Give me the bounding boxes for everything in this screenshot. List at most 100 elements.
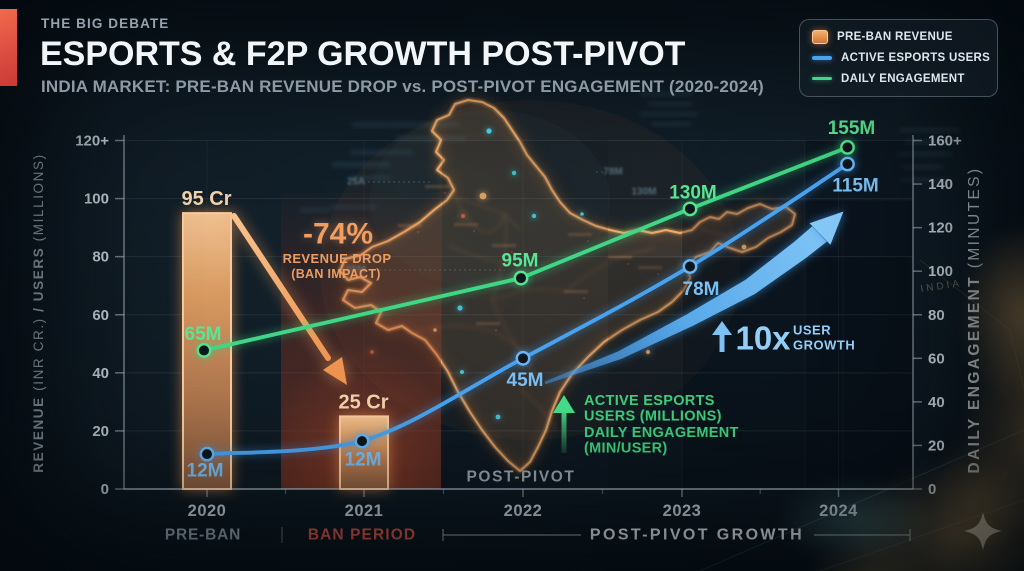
revenue-bar-2021 (339, 415, 389, 491)
big-growth-arrow (544, 226, 827, 385)
map-speck (494, 328, 498, 332)
blue-line-swatch-icon (812, 56, 832, 60)
legend-item-active-esports-users: ACTIVE ESPORTS USERS (812, 49, 990, 67)
map-dot (479, 192, 487, 200)
post-pivot-label: POST-PIVOT (466, 469, 575, 486)
active-esports-users-marker-2021 (354, 433, 370, 449)
map-speck (510, 250, 514, 254)
blurred-text-row (652, 122, 690, 126)
green-up-arrowhead (553, 395, 575, 413)
map-dot (531, 213, 537, 219)
bar-value-label: 25 Cr (338, 391, 388, 413)
point-label: 130M (669, 182, 717, 203)
right-axis-title: DAILY ENGAGEMENT (MINUTES) (966, 167, 983, 474)
map-tiny-label (454, 223, 478, 227)
left-tick-label: 40 (92, 365, 109, 382)
legend-label: PRE-BAN REVENUE (837, 31, 953, 44)
right-tick-label: 140 (928, 176, 953, 193)
active-esports-users-marker-2024 (840, 156, 855, 172)
map-dot (741, 244, 747, 250)
metrics-line2: USERS (MILLIONS) (584, 409, 722, 425)
x-axis-label: 2020 (188, 502, 227, 520)
map-dot (580, 212, 584, 216)
daily-engagement-marker-2020 (196, 343, 212, 358)
blurred-text-row (640, 92, 692, 96)
daily-engagement-marker-2022 (513, 270, 529, 286)
right-tick-label: 0 (928, 481, 936, 498)
x-axis-label: 2022 (504, 502, 543, 520)
axis-title-segment: (MINUTES) (966, 167, 983, 269)
footer-pre-ban: PRE-BAN (165, 527, 241, 544)
india-texture-label: INDIA (920, 278, 963, 295)
map-dot (495, 414, 501, 420)
left-tick-label: 120+ (75, 133, 109, 150)
chart-legend: PRE-BAN REVENUE ACTIVE ESPORTS USERS DAI… (799, 19, 998, 97)
axis-title-segment: DAILY ENGAGEMENT (966, 268, 983, 473)
right-tick-label: 60 (928, 350, 945, 367)
map-speck (472, 229, 476, 233)
revenue-drop-annotation: -74% REVENUE DROP (BAN IMPACT) (231, 213, 392, 385)
blurred-text-row (396, 136, 466, 141)
dark-panels (442, 140, 913, 489)
right-tick-label: 40 (928, 394, 945, 411)
x-axis-label: 2021 (345, 502, 384, 520)
footer-groups: PRE-BAN BAN PERIOD POST-PIVOT GROWTH (165, 527, 911, 544)
legend-item-pre-ban-revenue: PRE-BAN REVENUE (812, 28, 985, 46)
legend-item-daily-engagement: DAILY ENGAGEMENT (812, 70, 985, 88)
page-subtitle: INDIA MARKET: PRE-BAN REVENUE DROP vs. P… (41, 77, 764, 96)
user-growth-annotation: 10x USER GROWTH (544, 211, 855, 385)
page-title: ESPORTS & F2P GROWTH POST-PIVOT (40, 35, 686, 73)
green-line-swatch-icon (812, 76, 832, 81)
point-label: 65M (185, 324, 222, 345)
point-label: 45M (507, 370, 544, 391)
left-tick-label: 60 (92, 307, 109, 324)
axis-title-segment: REVENUE (31, 391, 46, 473)
dark-panel (608, 258, 913, 489)
daily-engagement-marker-2024 (840, 139, 855, 155)
map-dot (460, 370, 464, 374)
legend-label: DAILY ENGAGEMENT (841, 72, 965, 85)
point-label: 12M (345, 450, 382, 471)
left-tick-label: 20 (92, 423, 109, 440)
map-speck (626, 262, 630, 266)
drop-percent: -74% (303, 218, 373, 251)
green-up-arrow-shaft (561, 408, 567, 453)
axis-title-segment: (MILLIONS) (31, 153, 46, 241)
right-tick-label: 80 (928, 307, 945, 324)
right-tick-label: 120 (928, 220, 953, 237)
left-tick-label: 80 (92, 249, 109, 266)
axis-title-segment: / USERS (31, 241, 46, 312)
point-label: 115M (832, 176, 878, 197)
growth-multiplier: 10x (735, 320, 791, 357)
footer-ban-period: BAN PERIOD (308, 527, 416, 544)
x-axis-label: 2024 (819, 502, 858, 520)
right-tick-label: 160+ (928, 133, 962, 150)
map-tiny-label (476, 322, 500, 326)
blurred-text-row (648, 102, 692, 106)
map-city-dots (370, 128, 747, 420)
active-esports-users-marker-2023 (682, 259, 698, 274)
metrics-line4: (MIN/USER) (584, 441, 668, 457)
drop-line1: REVENUE DROP (283, 251, 392, 266)
blurred-text-row (640, 112, 698, 116)
map-tiny-label (638, 266, 662, 270)
axis-title-segment: (INR CR.) (31, 312, 46, 391)
orange-bar-swatch-icon (812, 30, 828, 45)
dark-panel (442, 140, 608, 489)
drop-arrow-shaft (231, 213, 331, 361)
small-up-arrow-blue (712, 321, 732, 352)
blurred-text-row (898, 152, 952, 156)
metrics-line3: DAILY ENGAGEMENT (584, 425, 739, 441)
growth-line1: USER (793, 323, 831, 338)
drop-line2: (BAN IMPACT) (291, 267, 380, 281)
metrics-note: ACTIVE ESPORTS USERS (MILLIONS) DAILY EN… (553, 393, 739, 457)
x-axis-label: 2023 (663, 502, 702, 520)
map-tiny-label (425, 185, 449, 189)
map-dot (461, 214, 465, 218)
ghost-label: 78M (603, 167, 622, 178)
left-axis-title: REVENUE (INR CR.) / USERS (MILLIONS) (31, 153, 46, 472)
point-label: 12M (187, 461, 224, 482)
blurred-text-row (903, 165, 943, 169)
